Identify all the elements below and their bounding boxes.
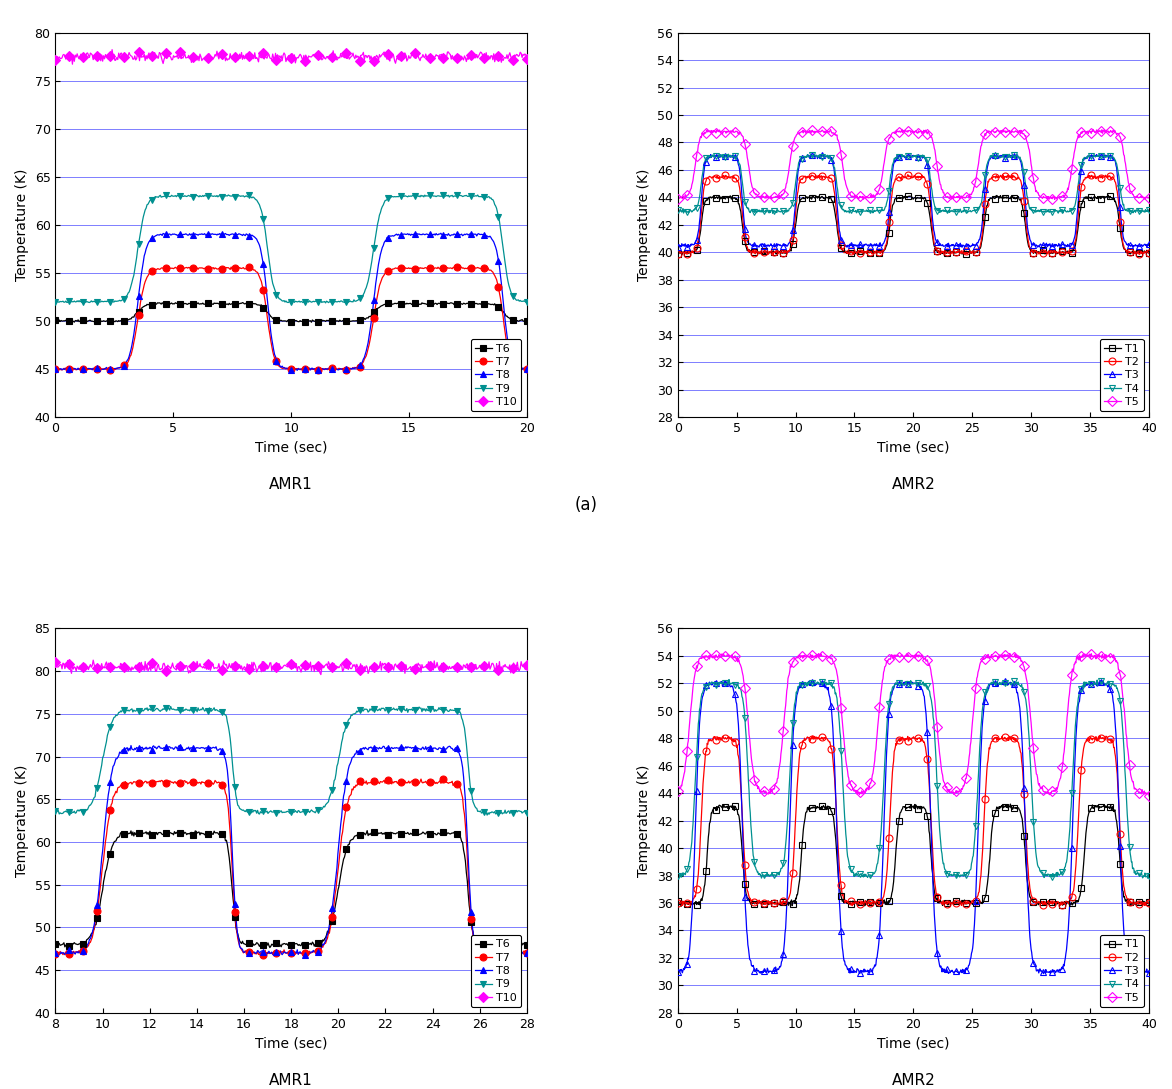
Legend: T6, T7, T8, T9, T10: T6, T7, T8, T9, T10 bbox=[470, 340, 522, 412]
Y-axis label: Temperature (K): Temperature (K) bbox=[15, 169, 29, 281]
Text: (a): (a) bbox=[574, 495, 598, 514]
Legend: T6, T7, T8, T9, T10: T6, T7, T8, T9, T10 bbox=[470, 935, 522, 1007]
Text: AMR1: AMR1 bbox=[270, 477, 313, 492]
X-axis label: Time (sec): Time (sec) bbox=[254, 440, 327, 454]
Legend: T1, T2, T3, T4, T5: T1, T2, T3, T4, T5 bbox=[1099, 340, 1144, 412]
Text: AMR2: AMR2 bbox=[892, 1073, 935, 1088]
X-axis label: Time (sec): Time (sec) bbox=[254, 1037, 327, 1050]
Legend: T1, T2, T3, T4, T5: T1, T2, T3, T4, T5 bbox=[1099, 935, 1144, 1007]
Text: AMR2: AMR2 bbox=[892, 477, 935, 492]
Y-axis label: Temperature (K): Temperature (K) bbox=[638, 764, 652, 877]
Y-axis label: Temperature (K): Temperature (K) bbox=[638, 169, 652, 281]
X-axis label: Time (sec): Time (sec) bbox=[877, 1037, 949, 1050]
X-axis label: Time (sec): Time (sec) bbox=[877, 440, 949, 454]
Y-axis label: Temperature (K): Temperature (K) bbox=[15, 764, 29, 877]
Text: AMR1: AMR1 bbox=[270, 1073, 313, 1088]
